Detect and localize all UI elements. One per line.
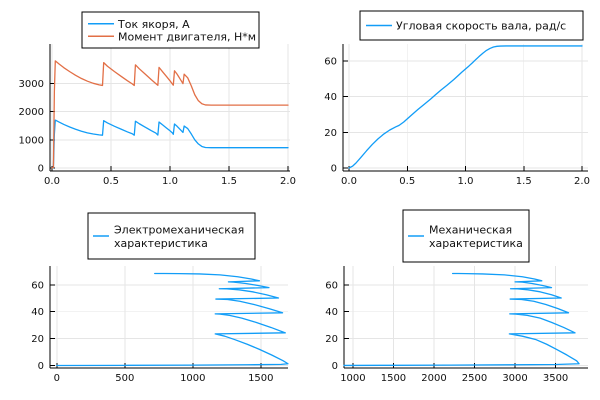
x-tick-label: 1000	[180, 373, 205, 384]
series-line	[56, 272, 289, 367]
y-tick-label: 40	[325, 307, 338, 318]
x-tick-label: 1.0	[162, 176, 178, 187]
x-tick-label: 1500	[248, 373, 273, 384]
y-tick-label: 60	[31, 280, 44, 291]
legend-box	[81, 11, 260, 49]
y-tick-label: 20	[325, 334, 338, 345]
y-tick-label: 3000	[19, 79, 44, 90]
legend-label: Момент двигателя, Н*м	[118, 30, 256, 43]
x-tick-label: 500	[115, 373, 134, 384]
y-tick-label: 60	[324, 56, 337, 67]
y-tick-label: 60	[325, 280, 338, 291]
y-tick-label: 40	[324, 92, 337, 103]
x-tick-label: 1000	[340, 373, 365, 384]
x-tick-label: 0.0	[44, 176, 60, 187]
x-tick-label: 3500	[543, 373, 568, 384]
legend-label: Угловая скорость вала, рад/с	[396, 20, 566, 33]
x-tick-label: 2500	[462, 373, 487, 384]
x-tick-label: 1500	[381, 373, 406, 384]
legend-label: характеристика	[114, 237, 208, 250]
series-line	[348, 45, 583, 169]
legend-label: Механическая	[429, 223, 512, 236]
x-tick-label: 2000	[421, 373, 446, 384]
y-tick-label: 1000	[19, 135, 44, 146]
series-line	[51, 119, 289, 169]
x-tick-label: 1.0	[458, 176, 474, 187]
series-line	[51, 60, 289, 169]
y-tick-label: 0	[38, 361, 44, 372]
legend-box	[87, 212, 256, 260]
series-line	[343, 272, 580, 367]
x-tick-label: 2.0	[280, 176, 296, 187]
x-tick-label: 1.5	[221, 176, 237, 187]
x-tick-label: 0.5	[399, 176, 415, 187]
legend-label: Электромеханическая	[114, 223, 244, 236]
x-tick-label: 0.0	[341, 176, 357, 187]
x-tick-label: 2.0	[574, 176, 590, 187]
x-tick-label: 0	[54, 373, 60, 384]
subplot-current-torque: 0.0 0.5 1.0 1.5 2.0 0 1000 2000 3000 Ток якоря, А…	[19, 11, 296, 187]
y-tick-label: 40	[31, 307, 44, 318]
y-tick-label: 2000	[19, 107, 44, 118]
y-tick-label: 20	[31, 334, 44, 345]
legend-box	[359, 10, 584, 41]
y-tick-label: 0	[332, 361, 338, 372]
subplot-mechanical: 1000 1500 2000 2500 3000 3500 0 20 40 60 Механичес…	[325, 209, 588, 384]
y-tick-label: 0	[38, 164, 44, 175]
y-tick-label: 20	[324, 128, 337, 139]
subplot-angular-velocity: 0.0 0.5 1.0 1.5 2.0 0 20 40 60 Угловая скорость в…	[324, 10, 590, 187]
legend-label: характеристика	[429, 237, 523, 250]
x-tick-label: 3000	[502, 373, 527, 384]
y-tick-label: 0	[331, 164, 337, 175]
x-tick-label: 1.5	[516, 176, 532, 187]
subplot-electromechanical: 0 500 1000 1500 0 20 40 60 Электромеханическаяха…	[31, 212, 289, 384]
x-tick-label: 0.5	[103, 176, 119, 187]
legend-label: Ток якоря, А	[117, 18, 190, 31]
